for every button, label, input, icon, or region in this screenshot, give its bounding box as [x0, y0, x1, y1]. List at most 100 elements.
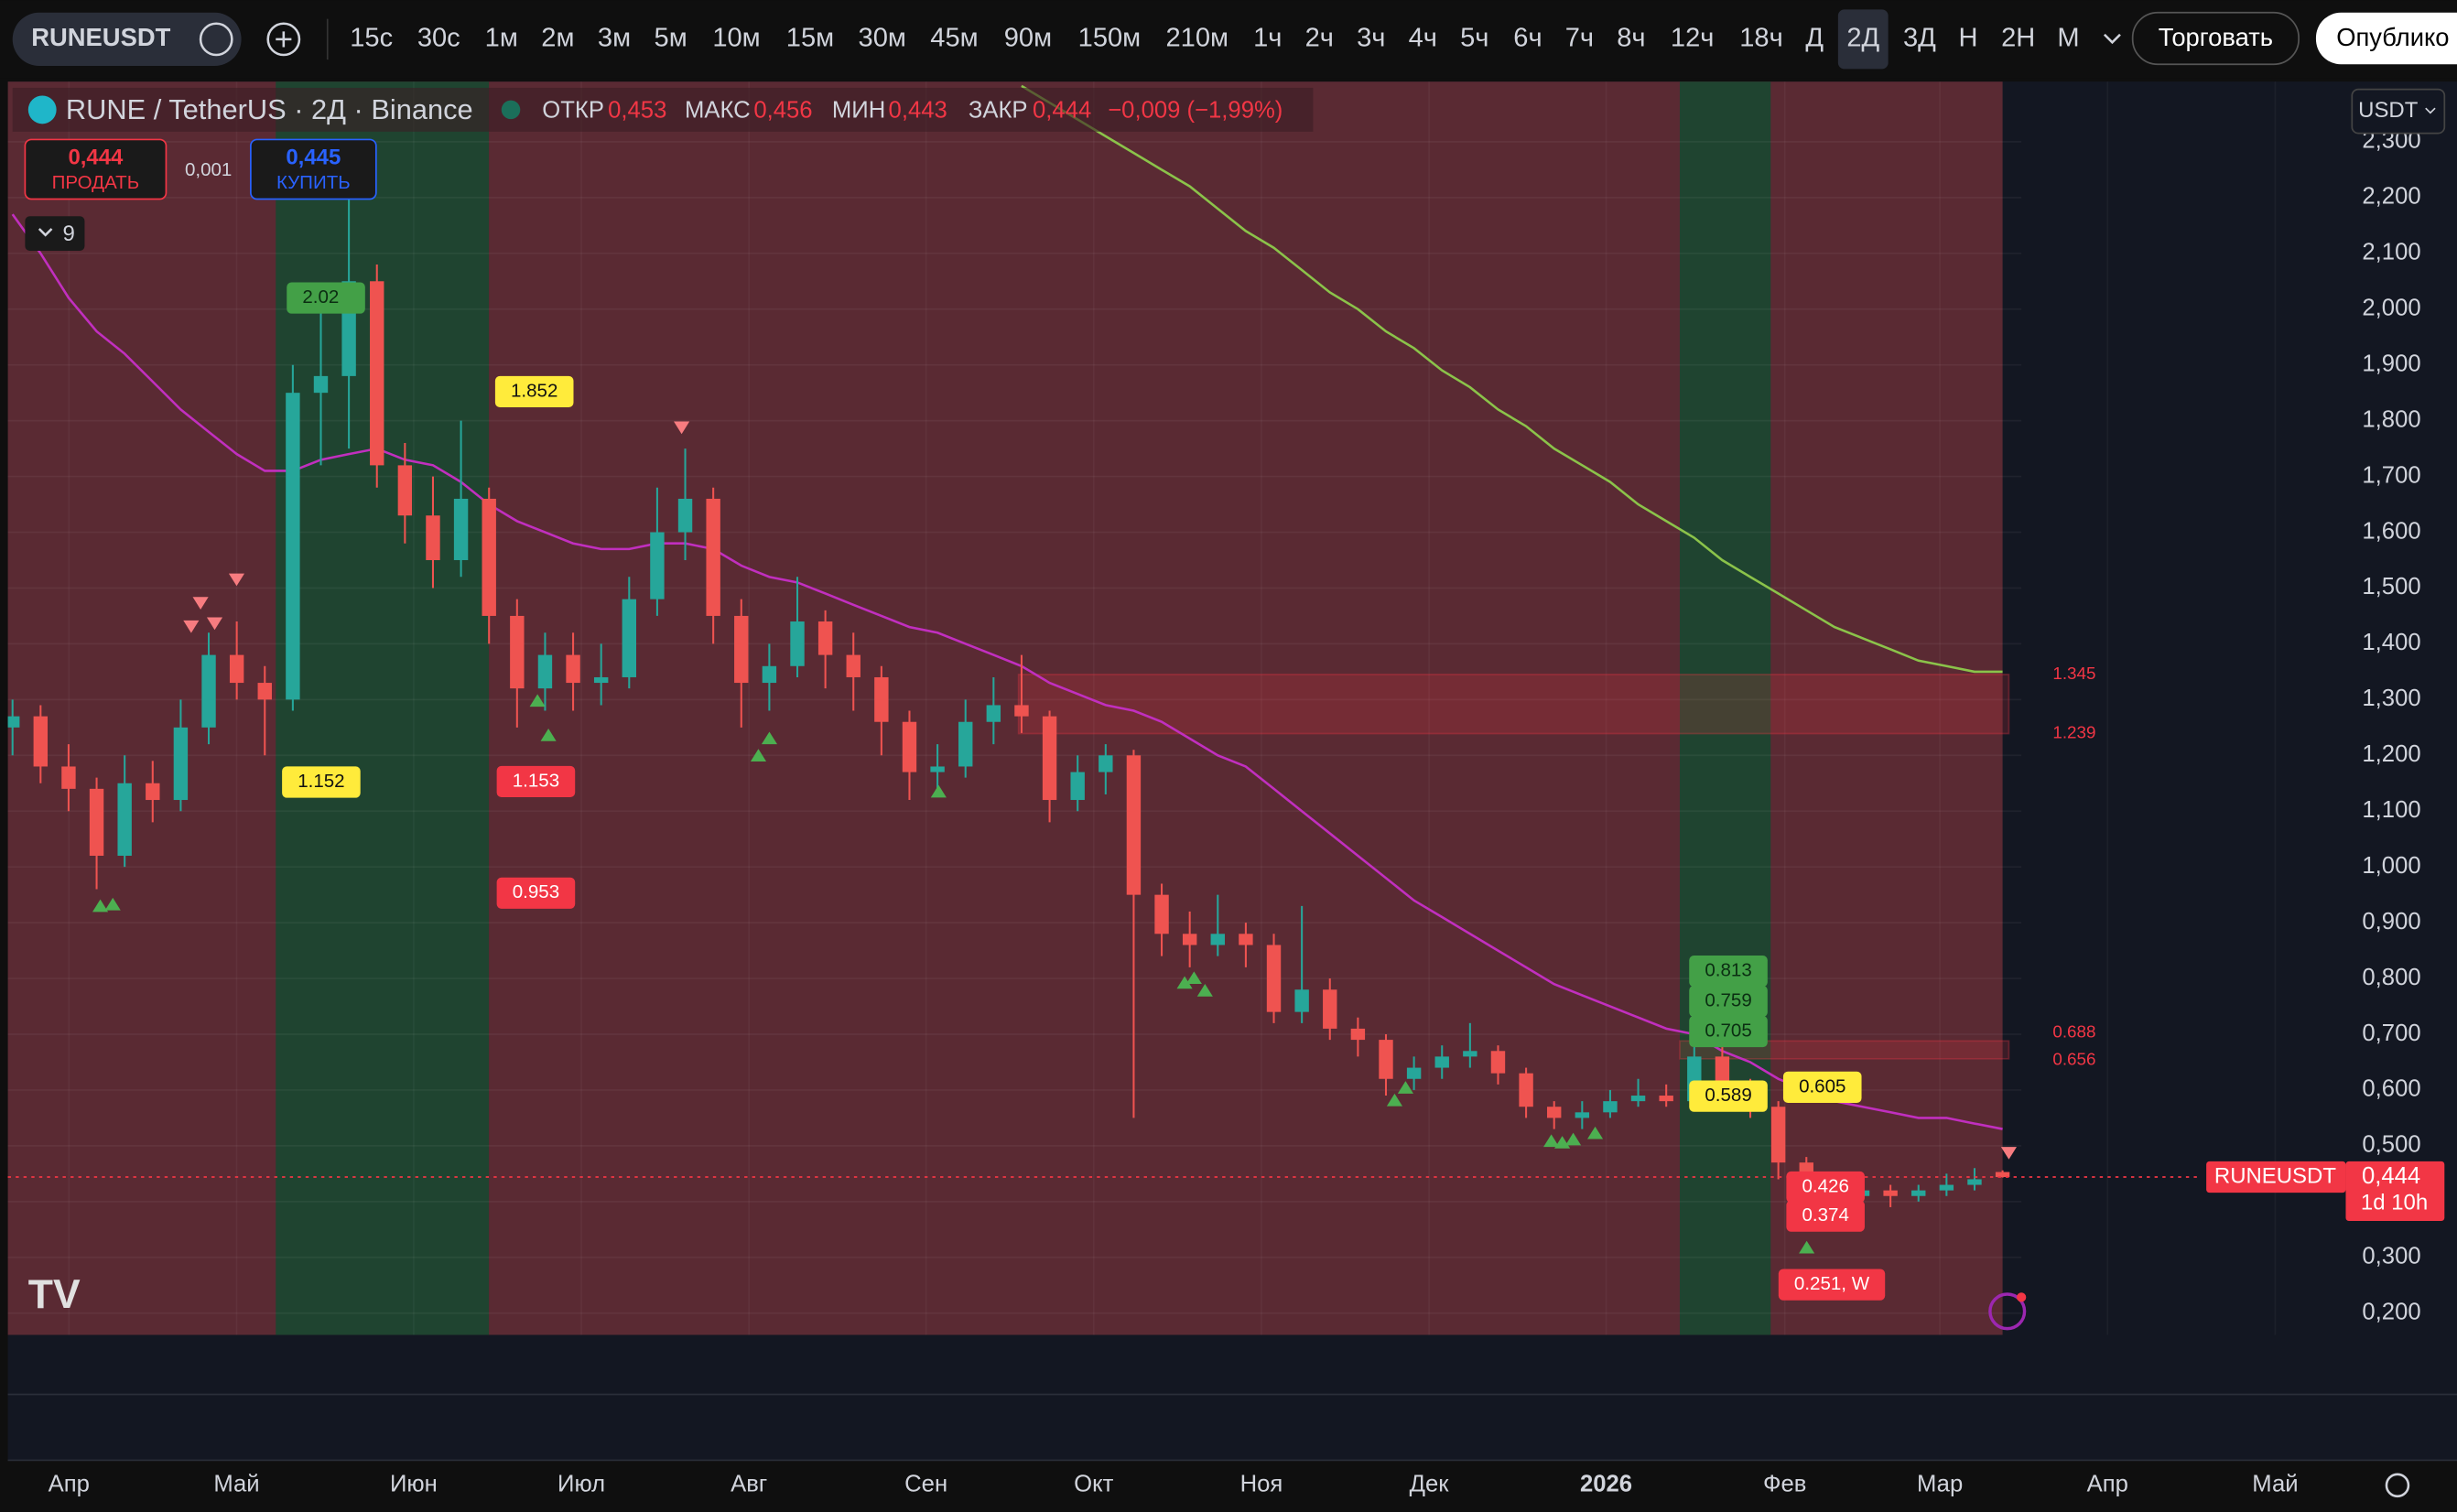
- buy-signal: [1799, 1240, 1815, 1254]
- dropdown[interactable]: [2103, 33, 2121, 45]
- timeframe[interactable]: 15м: [786, 24, 834, 53]
- currency-box[interactable]: [2351, 88, 2446, 135]
- timeframe[interactable]: 4ч: [1409, 24, 1437, 53]
- icon[interactable]: [199, 22, 233, 57]
- price-tag-label: 0.251, W: [1794, 1273, 1870, 1294]
- y-tick-label: 0,500: [2362, 1132, 2420, 1158]
- buy-signal: [1185, 971, 1202, 985]
- timeframe[interactable]: 30с: [417, 24, 460, 53]
- legend-value: 0,453: [608, 97, 666, 123]
- timeframe[interactable]: 1м: [485, 24, 518, 53]
- y-tick-label: 2,000: [2362, 296, 2420, 321]
- price-tag-label: 0.605: [1799, 1075, 1845, 1096]
- timeframe[interactable]: Д: [1805, 24, 1824, 53]
- price-tag-label: 0.759: [1705, 989, 1751, 1010]
- candle-body: [453, 498, 469, 560]
- timeframe[interactable]: 2ч: [1305, 24, 1334, 53]
- timeframe[interactable]: 12ч: [1671, 24, 1715, 53]
- candle-body: [510, 615, 525, 689]
- trade-button[interactable]: [2131, 11, 2300, 66]
- timeframe[interactable]: 6ч: [1513, 24, 1542, 53]
- bull-zone: [276, 81, 490, 1335]
- legend-value: 0,443: [889, 97, 947, 123]
- symbol-box[interactable]: [12, 12, 242, 66]
- zone: [1017, 674, 2010, 735]
- timeframe[interactable]: 10м: [712, 24, 760, 53]
- x-tick-label: Сен: [904, 1472, 947, 1497]
- x-tick-label: Май: [2252, 1472, 2298, 1497]
- y-tick-label: 2,100: [2362, 240, 2420, 265]
- timeframe[interactable]: 2м: [541, 24, 574, 53]
- buy-button[interactable]: [250, 138, 377, 200]
- buy-label[interactable]: КУПИТЬ: [276, 172, 351, 193]
- timeframe[interactable]: 15с: [350, 24, 393, 53]
- zone-label: 1.345: [2052, 664, 2095, 683]
- timeframe[interactable]: 8ч: [1617, 24, 1645, 53]
- candle-body: [1126, 755, 1142, 895]
- sell-label[interactable]: ПРОДАТЬ: [52, 172, 140, 193]
- settings[interactable]: [2385, 1473, 2410, 1498]
- indicators-count[interactable]: 9: [62, 221, 74, 246]
- candle-body: [257, 683, 272, 700]
- timeframe[interactable]: 210м: [1166, 24, 1229, 53]
- icon: [38, 228, 53, 237]
- currency[interactable]: USDT: [2358, 98, 2419, 123]
- symbol[interactable]: RUNEUSDT: [31, 23, 170, 51]
- symbol-logo: [27, 95, 57, 124]
- candles: [7, 197, 2010, 1219]
- y-tick-label: 1,600: [2362, 518, 2420, 544]
- candle-body: [1519, 1073, 1533, 1107]
- zone-label: 0.656: [2052, 1049, 2095, 1068]
- y-tick-label: 0,900: [2362, 909, 2420, 934]
- candle-body: [1294, 989, 1309, 1012]
- candle-body: [593, 676, 609, 684]
- timeframe[interactable]: 45м: [930, 24, 978, 53]
- timeframe[interactable]: М: [2057, 24, 2079, 53]
- axes: 0,2000,3000,4000,5000,6000,7000,8000,900…: [7, 128, 2445, 1497]
- timeframe[interactable]: 150м: [1078, 24, 1142, 53]
- add-button[interactable]: [266, 22, 301, 57]
- price-tag: [1782, 1071, 1862, 1104]
- candle-body: [817, 621, 833, 655]
- candle-body: [1210, 934, 1225, 945]
- tags: 2.02 1.852 1.152 1.153 0.953 0.813 0.759 0.705 0…: [282, 282, 1886, 1301]
- sell-signal: [206, 617, 223, 631]
- candle-body: [734, 615, 749, 684]
- buy-signal: [1176, 976, 1193, 989]
- price-tag: [287, 282, 365, 314]
- candle-body: [650, 532, 665, 599]
- timeframe[interactable]: 7ч: [1565, 24, 1594, 53]
- timeframe[interactable]: 3м: [598, 24, 631, 53]
- timeframe[interactable]: Н: [1958, 24, 1977, 53]
- buy-signal: [1386, 1093, 1403, 1107]
- y-tick-label: 1,500: [2362, 574, 2420, 599]
- timeframe[interactable]: 90м: [1004, 24, 1052, 53]
- timeframe[interactable]: 2Н: [2001, 24, 2035, 53]
- publish-button[interactable]: [2315, 12, 2457, 65]
- indicators-toggle[interactable]: [25, 216, 85, 251]
- timeframe[interactable]: 2Д: [1846, 24, 1879, 53]
- timeframe[interactable]: 5ч: [1460, 24, 1488, 53]
- buy-signal: [529, 694, 546, 707]
- timeframe[interactable]: 3ч: [1357, 24, 1385, 53]
- timeframe[interactable]: 1ч: [1253, 24, 1282, 53]
- timeframe[interactable]: 30м: [859, 24, 906, 53]
- publish-label[interactable]: Опублико: [2336, 23, 2449, 51]
- candle-body: [1490, 1051, 1506, 1074]
- sell-button[interactable]: [24, 138, 168, 200]
- bands: 1.345 1.239 0.688 0.656: [1017, 664, 2095, 1068]
- price-tag-bg: [2206, 1161, 2346, 1193]
- alert-icon[interactable]: [1988, 1292, 2027, 1331]
- candle-body: [790, 621, 805, 666]
- timeframe[interactable]: 5м: [655, 24, 687, 53]
- candle-body: [1266, 945, 1282, 1012]
- sell-price[interactable]: 0,444: [68, 145, 124, 169]
- candle-body: [201, 654, 216, 728]
- buy-price[interactable]: 0,445: [286, 145, 341, 169]
- trade-label[interactable]: Торговать: [2159, 23, 2273, 51]
- legend-value: 0,456: [753, 97, 812, 123]
- timeframe[interactable]: 18ч: [1739, 24, 1783, 53]
- timeframe[interactable]: 3Д: [1903, 24, 1936, 53]
